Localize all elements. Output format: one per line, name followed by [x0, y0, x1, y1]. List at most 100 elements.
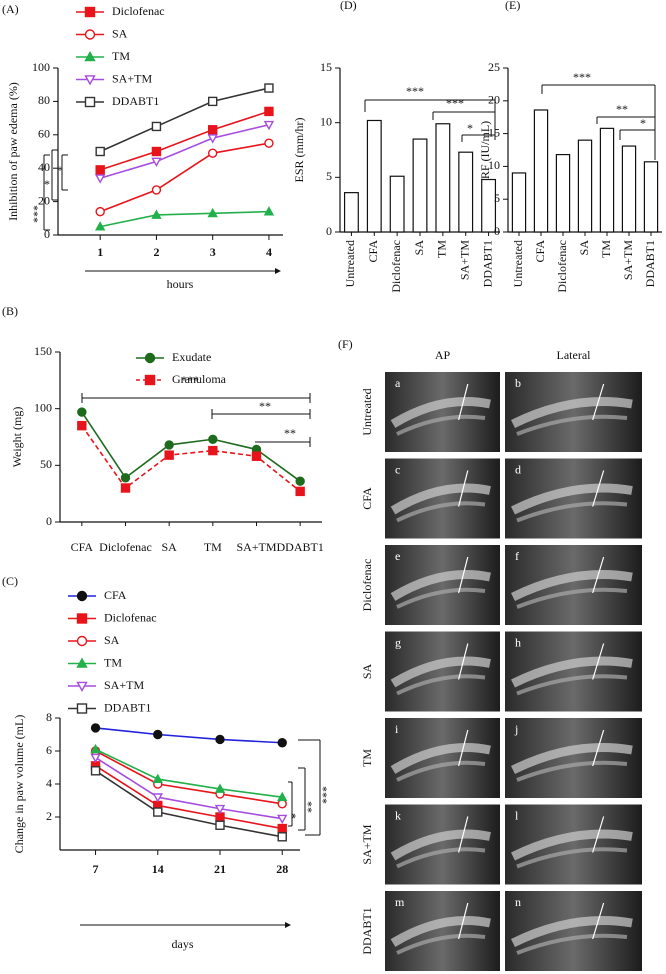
legend-label: DDABT1	[104, 700, 151, 714]
bar	[577, 139, 593, 233]
marker	[164, 450, 174, 460]
panel-label: (A)	[2, 2, 19, 16]
bone-shape	[511, 829, 633, 861]
x-tick-label: 7	[93, 862, 99, 876]
marker	[94, 221, 106, 231]
radiograph	[385, 458, 500, 539]
marker	[164, 440, 174, 450]
marker	[277, 738, 287, 748]
marker	[277, 814, 288, 825]
radiograph	[385, 372, 500, 452]
image-letter: k	[395, 808, 401, 822]
bar	[621, 145, 637, 233]
x-tick-label: SA+TM	[457, 240, 471, 280]
radiograph	[385, 631, 500, 712]
significance-label: ***	[181, 373, 199, 387]
y-tick-label: 150	[34, 344, 52, 358]
marker	[144, 374, 156, 386]
x-tick-label: 2	[153, 245, 159, 259]
image-letter: n	[515, 895, 521, 909]
radiograph	[385, 545, 500, 625]
radiograph	[505, 545, 642, 625]
x-tick-label: Diclofenac	[555, 240, 569, 293]
panel-label: (B)	[2, 304, 18, 318]
bone-shape	[516, 933, 628, 955]
image-letter: h	[515, 635, 521, 649]
marker	[95, 146, 105, 157]
marker	[208, 445, 218, 456]
legend-label: TM	[112, 49, 130, 63]
bone-shape	[396, 414, 486, 436]
bar	[435, 123, 451, 233]
marker	[144, 352, 156, 364]
bone-shape	[396, 674, 486, 696]
x-tick-label: CFA	[71, 540, 94, 554]
radiograph	[505, 804, 642, 885]
y-tick-label: 0	[326, 224, 332, 238]
y-tick-label: 0	[44, 227, 50, 241]
bone-shape	[396, 933, 486, 955]
significance-label: **	[304, 801, 318, 813]
marker	[277, 791, 288, 802]
x-tick-label: CFA	[366, 240, 380, 263]
marker	[295, 476, 305, 486]
bone-shape	[396, 760, 486, 782]
panel-label: (C)	[2, 574, 18, 588]
significance-label: ***	[406, 84, 424, 98]
significance-label: ***	[319, 786, 333, 804]
arrow-pointer	[592, 556, 605, 594]
x-tick-label: Diclofenac	[99, 540, 152, 554]
x-tick-label: 21	[214, 862, 226, 876]
marker	[151, 121, 162, 132]
y-tick-label: 100	[34, 400, 52, 414]
y-tick-label: 5	[326, 169, 332, 183]
y-tick-label: 8	[46, 710, 52, 724]
significance-label: ***	[573, 70, 591, 84]
x-tick-label: SA+TM	[236, 540, 276, 554]
marker	[251, 451, 262, 461]
marker	[95, 165, 105, 175]
marker	[264, 83, 274, 93]
bar	[533, 109, 549, 233]
image-letter: e	[395, 549, 400, 563]
marker	[90, 766, 101, 776]
significance-label: *	[288, 813, 302, 819]
y-tick-label: 60	[38, 127, 50, 141]
marker	[84, 75, 96, 86]
series-line	[95, 756, 283, 820]
legend-label: DDABT1	[112, 94, 159, 108]
bar	[343, 192, 359, 233]
marker	[214, 804, 226, 815]
arrow-pointer	[592, 729, 605, 767]
x-tick-label: TM	[204, 540, 222, 554]
series-line	[95, 765, 283, 830]
marker	[151, 146, 162, 157]
significance-label: **	[259, 399, 271, 413]
marker	[277, 832, 287, 842]
legend-label: TM	[104, 655, 122, 669]
axis-arrow-head	[285, 922, 291, 928]
x-tick-label: 3	[210, 245, 216, 259]
significance-label: ***	[446, 96, 464, 110]
axis-arrow-head	[275, 268, 281, 274]
marker	[84, 6, 96, 18]
legend-label: Diclofenac	[104, 610, 157, 624]
image-letter: c	[395, 462, 400, 476]
marker	[152, 773, 163, 783]
marker	[120, 483, 131, 493]
radiograph	[385, 891, 500, 971]
marker	[263, 120, 275, 131]
marker	[207, 207, 218, 218]
bar	[412, 138, 428, 233]
arrow-pointer	[458, 556, 469, 594]
marker	[152, 793, 163, 803]
marker	[153, 729, 163, 740]
bone-shape	[396, 501, 486, 523]
x-tick-label: TM	[435, 240, 449, 258]
legend-label: SA	[112, 26, 128, 40]
marker	[207, 148, 218, 158]
marker	[94, 174, 106, 184]
arrow-pointer	[592, 643, 605, 680]
row-label: SA+TM	[360, 824, 374, 864]
series-line	[95, 748, 283, 798]
